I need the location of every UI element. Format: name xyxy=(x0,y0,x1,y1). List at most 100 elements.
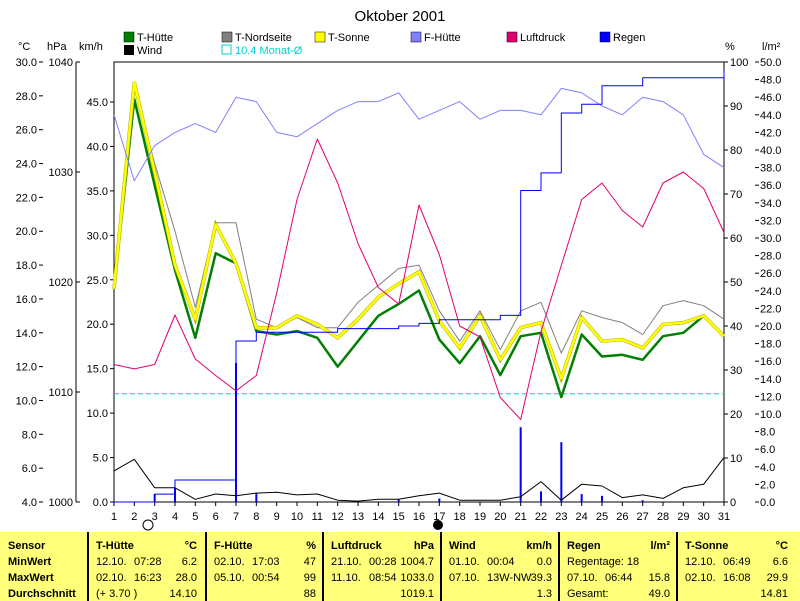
stats-avg-label: Durchschnitt xyxy=(8,588,76,600)
stats-t-huette-max-date: 02.10. xyxy=(96,572,127,584)
percent-tick-label: 100 xyxy=(730,57,748,69)
stats-regen-days: Regentage: 18 xyxy=(567,556,640,568)
lm2-tick-label: 18.0 xyxy=(760,339,781,351)
stats-t-sonne-min-val: 6.6 xyxy=(772,556,788,568)
stats-regen-total-val: 49.0 xyxy=(648,588,670,600)
stats-t-sonne-unit: °C xyxy=(775,540,788,552)
stats-t-sonne-avg-val: 14.81 xyxy=(760,588,788,600)
lm2-tick-label: 24.0 xyxy=(760,286,781,298)
kmh-tick-label: 10.0 xyxy=(87,408,108,420)
stats-regen-unit: l/m² xyxy=(650,540,670,552)
stats-f-huette-min-time: 17:03 xyxy=(252,556,280,568)
x-tick-label: 29 xyxy=(677,511,689,523)
stats-f-huette-max-time: 00:54 xyxy=(252,572,280,584)
rain-bar xyxy=(438,498,441,502)
x-tick-label: 12 xyxy=(332,511,344,523)
celsius-tick-label: 14.0 xyxy=(16,328,37,340)
stats-wind-max-date: 07.10. xyxy=(449,572,480,584)
celsius-tick-label: 22.0 xyxy=(16,192,37,204)
stats-f-huette-avg-val: 88 xyxy=(303,588,316,600)
percent-tick-label: 20 xyxy=(730,409,742,421)
legend-swatch-monat-avg xyxy=(221,44,232,55)
x-tick-label: 23 xyxy=(555,511,567,523)
kmh-tick-label: 45.0 xyxy=(87,97,108,109)
x-tick-label: 14 xyxy=(372,511,384,523)
legend-label-monat-avg: 10.4 Monat-Ø xyxy=(235,45,303,57)
series-line-t-h-tte xyxy=(112,97,725,399)
stats-luftdruck-min-val: 1004.7 xyxy=(400,556,434,568)
lm2-tick-label: 38.0 xyxy=(760,163,781,175)
percent-tick-label: 70 xyxy=(730,189,742,201)
celsius-tick-label: 28.0 xyxy=(16,91,37,103)
stats-f-huette-block: F-Hütte % 02.10. 17:03 47 05.10. 00:54 9… xyxy=(205,532,322,601)
statistics-panel: Sensor MinWert MaxWert Durchschnitt T-Hü… xyxy=(0,532,800,601)
kmh-tick-label: 20.0 xyxy=(87,319,108,331)
stats-t-huette-max-val: 28.0 xyxy=(175,572,197,584)
x-tick-label: 25 xyxy=(596,511,608,523)
stats-t-huette-min-time: 07:28 xyxy=(134,556,162,568)
series-line-t-nordseite xyxy=(113,86,725,354)
legend-label-luftdruck: Luftdruck xyxy=(520,32,566,44)
stats-sensor-head: Sensor xyxy=(8,540,46,552)
percent-tick-label: 10 xyxy=(730,453,742,465)
celsius-tick-label: 26.0 xyxy=(16,125,37,137)
percent-tick-label: 0 xyxy=(730,497,736,509)
lm2-tick-label: 2.0 xyxy=(760,479,775,491)
kmh-tick-label: 25.0 xyxy=(87,275,108,287)
legend-label-regen: Regen xyxy=(613,32,645,44)
lm2-tick-label: 36.0 xyxy=(760,180,781,192)
stats-luftdruck-max-time: 08:54 xyxy=(369,572,397,584)
lm2-tick-label: 0.0 xyxy=(760,497,775,509)
stats-t-huette-avg-val: 14.10 xyxy=(169,588,197,600)
rain-bar xyxy=(255,493,258,502)
x-tick-label: 1 xyxy=(111,511,117,523)
x-tick-label: 17 xyxy=(433,511,445,523)
stats-luftdruck-max-date: 11.10. xyxy=(331,572,361,584)
series-line-wind xyxy=(113,457,725,502)
stats-regen-block: Regen l/m² Regentage: 18 07.10. 06:44 15… xyxy=(558,532,676,601)
x-tick-label: 27 xyxy=(637,511,649,523)
rain-bar xyxy=(641,500,644,502)
legend-label-t-nordseite: T-Nordseite xyxy=(235,32,292,44)
percent-tick-label: 90 xyxy=(730,101,742,113)
lm2-tick-label: 40.0 xyxy=(760,145,781,157)
x-tick-label: 10 xyxy=(291,511,303,523)
axis-label-celsius: °C xyxy=(18,41,30,53)
x-tick-label: 19 xyxy=(474,511,486,523)
legend-swatch-wind xyxy=(124,45,134,55)
kmh-tick-label: 15.0 xyxy=(87,364,108,376)
axis-label-kmh: km/h xyxy=(79,41,103,53)
stats-f-huette-max-date: 05.10. xyxy=(214,572,245,584)
series-shadow-t-sonne xyxy=(112,81,726,384)
stats-f-huette-head: F-Hütte xyxy=(214,540,253,552)
stats-regen-max-val: 15.8 xyxy=(648,572,670,584)
stats-t-sonne-min-time: 06:49 xyxy=(723,556,751,568)
lm2-tick-label: 6.0 xyxy=(760,444,775,456)
stats-t-sonne-max-val: 29.9 xyxy=(766,572,788,584)
legend-label-f-huette: F-Hütte xyxy=(424,32,461,44)
rain-bar xyxy=(397,499,400,502)
celsius-tick-label: 10.0 xyxy=(16,395,37,407)
x-tick-label: 18 xyxy=(454,511,466,523)
axis-label-hpa: hPa xyxy=(47,41,67,53)
stats-wind-max-time: 13W-NW xyxy=(487,572,532,584)
stats-regen-total-label: Gesamt: xyxy=(567,588,609,600)
celsius-tick-label: 6.0 xyxy=(22,463,37,475)
x-tick-label: 20 xyxy=(494,511,506,523)
lm2-tick-label: 20.0 xyxy=(760,321,781,333)
x-tick-label: 4 xyxy=(172,511,178,523)
x-tick-label: 8 xyxy=(253,511,259,523)
stats-luftdruck-block: Luftdruck hPa 21.10. 00:28 1004.7 11.10.… xyxy=(322,532,440,601)
x-tick-label: 6 xyxy=(213,511,219,523)
series-lines xyxy=(112,70,726,503)
stats-wind-unit: km/h xyxy=(526,540,552,552)
legend-swatch-f-huette xyxy=(410,31,422,43)
hpa-tick-label: 1040 xyxy=(49,57,73,69)
stats-t-sonne-max-time: 16:08 xyxy=(723,572,751,584)
legend-label-t-huette: T-Hütte xyxy=(137,32,173,44)
stats-t-huette-max-time: 16:23 xyxy=(134,572,162,584)
axis-ticks: 4.06.08.010.012.014.016.018.020.022.024.… xyxy=(16,57,782,523)
x-tick-label: 30 xyxy=(698,511,710,523)
stats-f-huette-unit: % xyxy=(306,540,316,552)
percent-tick-label: 30 xyxy=(730,365,742,377)
